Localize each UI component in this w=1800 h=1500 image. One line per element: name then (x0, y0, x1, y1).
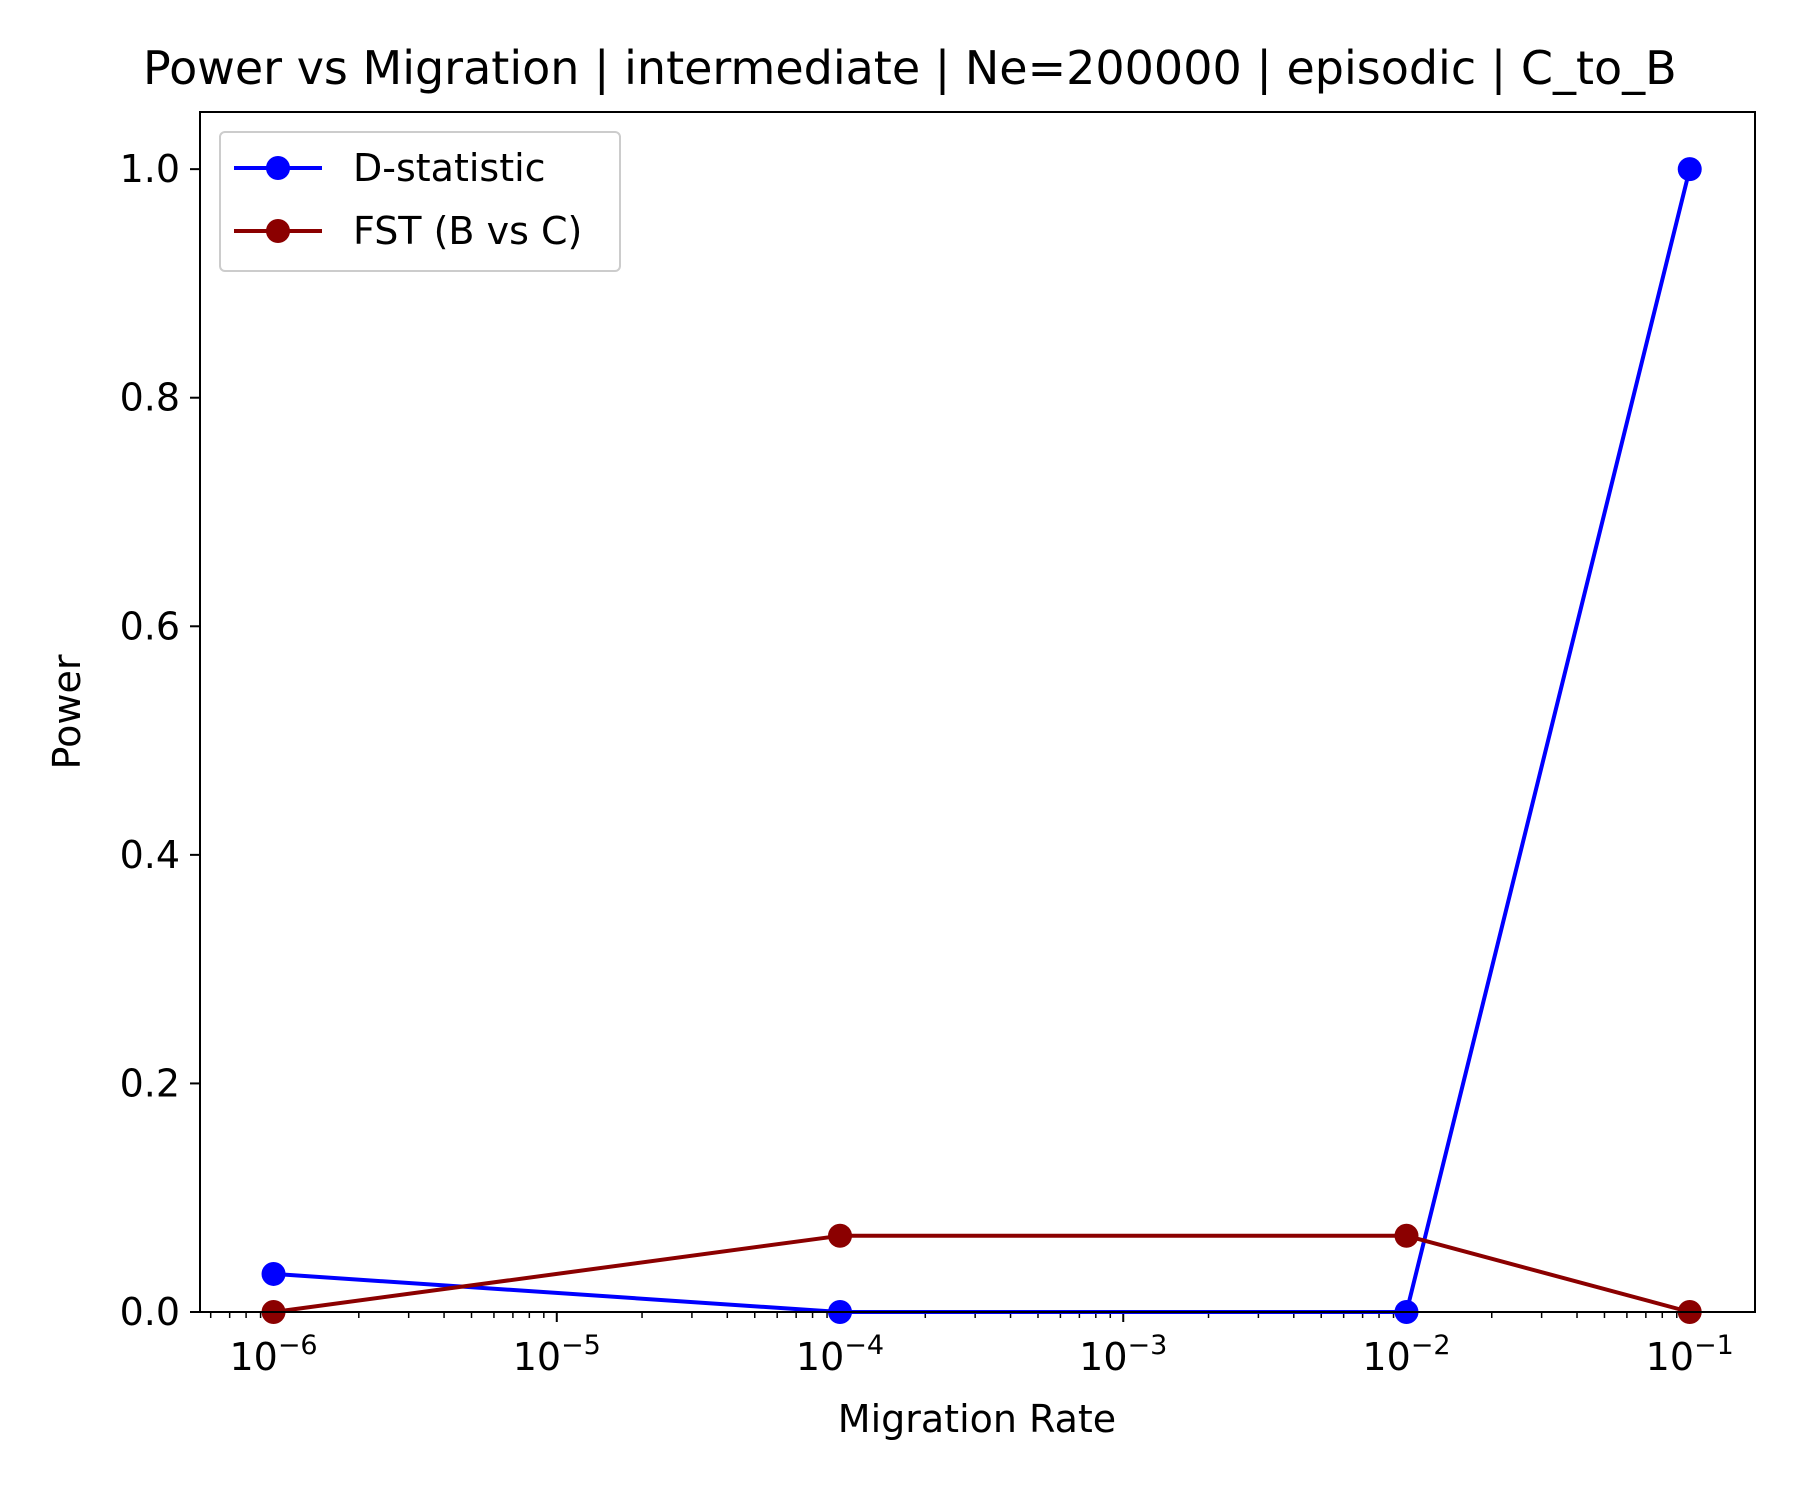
y-tick-label: 1.0 (120, 147, 180, 191)
x-tick-label: 10−5 (513, 1330, 601, 1379)
y-tick-label: 0.8 (120, 376, 180, 420)
y-axis-label: Power (45, 654, 89, 769)
x-tick-label: 10−4 (796, 1330, 884, 1379)
data-point-d-statistic (1677, 157, 1702, 182)
y-tick-label: 0.6 (120, 604, 180, 648)
x-tick-label: 10−3 (1079, 1330, 1167, 1379)
legend: D-statistic FST (B vs C) (219, 131, 621, 272)
x-tick-label: 10−6 (229, 1330, 317, 1379)
chart-title: Power vs Migration | intermediate | Ne=2… (143, 41, 1677, 96)
x-axis-label: Migration Rate (838, 1397, 1116, 1441)
plot-frame (199, 111, 1756, 1313)
legend-label-d-statistic: D-statistic (353, 146, 546, 190)
x-tick-label: 10−2 (1362, 1330, 1450, 1379)
y-tick-label: 0.4 (120, 833, 180, 877)
legend-label-fst-b-vs-c: FST (B vs C) (353, 209, 582, 253)
series-line-fst-b-vs-c (273, 1233, 1691, 1314)
legend-marker-d-statistic (266, 156, 290, 180)
axis-ticks: 10−6 10−5 10−4 10−3 10−2 10−1 0.0 0.2 0.4 0.6 0.8 1… (120, 147, 1734, 1379)
y-tick-label: 0.0 (120, 1290, 180, 1334)
legend-marker-fst-b-vs-c (266, 219, 290, 243)
x-tick-label: 10−1 (1646, 1330, 1734, 1379)
data-point-fst-b-vs-c (828, 1223, 853, 1248)
data-point-d-statistic (261, 1261, 286, 1286)
y-tick-label: 0.2 (120, 1061, 180, 1105)
data-point-fst-b-vs-c (1394, 1223, 1419, 1248)
